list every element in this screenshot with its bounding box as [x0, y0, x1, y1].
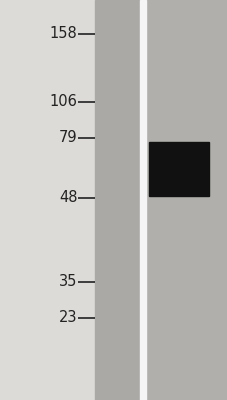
Text: 23: 23	[59, 310, 77, 326]
Text: 158: 158	[49, 26, 77, 42]
Bar	[149, 142, 208, 196]
Text: 79: 79	[59, 130, 77, 146]
Bar	[145, 0, 227, 400]
Bar	[140, 0, 145, 400]
Text: 48: 48	[59, 190, 77, 206]
Text: 35: 35	[59, 274, 77, 290]
Bar	[94, 0, 140, 400]
Text: 106: 106	[49, 94, 77, 110]
